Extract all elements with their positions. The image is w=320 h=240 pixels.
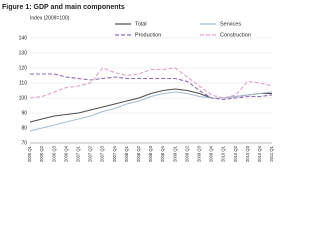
x-tick-label: 2006 Q1 [27, 145, 32, 162]
x-tick-label: 2009 Q4 [209, 145, 214, 162]
line-series [30, 73, 273, 101]
x-tick-label: 2008 Q4 [160, 145, 165, 162]
x-tick-label: 2010 Q2 [233, 145, 238, 162]
legend-label: Services [220, 21, 241, 27]
x-tick-label: 2006 Q3 [51, 145, 56, 162]
x-tick-label: 2010 Q4 [257, 145, 262, 162]
y-tick-label: 140 [19, 35, 28, 41]
x-tick-label: 2007 Q1 [76, 145, 81, 162]
x-tick-label: 2006 Q4 [63, 145, 68, 162]
x-tick-label: 2009 Q3 [197, 145, 202, 162]
y-tick-label: 100 [19, 95, 28, 101]
chart-title: Figure 1: GDP and main components [2, 4, 125, 11]
legend-label: Total [135, 21, 147, 27]
chart: Figure 1: GDP and main components Index … [2, 4, 274, 162]
y-tick-label: 120 [19, 65, 28, 71]
x-tick-label: 2007 Q2 [88, 145, 93, 162]
line-series [29, 91, 273, 132]
x-tick-label: 2010 Q3 [245, 145, 250, 162]
legend-label: Production [135, 32, 161, 38]
y-tick-label: 80 [21, 125, 27, 131]
y-tick-label: 70 [21, 140, 27, 146]
x-tick-label: 2008 Q3 [148, 145, 153, 162]
x-tick-label: 2008 Q1 [124, 145, 129, 162]
x-tick-label: 2011 Q1 [269, 145, 274, 161]
x-tick-label: 2010 Q1 [221, 145, 226, 162]
x-tick-label: 2009 Q2 [184, 145, 189, 162]
x-tick-label: 2007 Q3 [100, 145, 105, 162]
legend-label: Construction [220, 32, 251, 38]
y-tick-label: 130 [19, 50, 28, 56]
x-tick-label: 2009 Q1 [172, 145, 177, 162]
y-tick-label: 90 [21, 110, 27, 116]
x-tick-label: 2007 Q4 [112, 145, 117, 162]
line-series [29, 88, 272, 123]
x-tick-label: 2008 Q2 [136, 145, 141, 162]
line-series [29, 67, 273, 99]
y-axis-label: Index (2009=100) [30, 15, 70, 21]
x-tick-label: 2006 Q2 [39, 145, 44, 162]
y-tick-label: 110 [19, 80, 27, 86]
